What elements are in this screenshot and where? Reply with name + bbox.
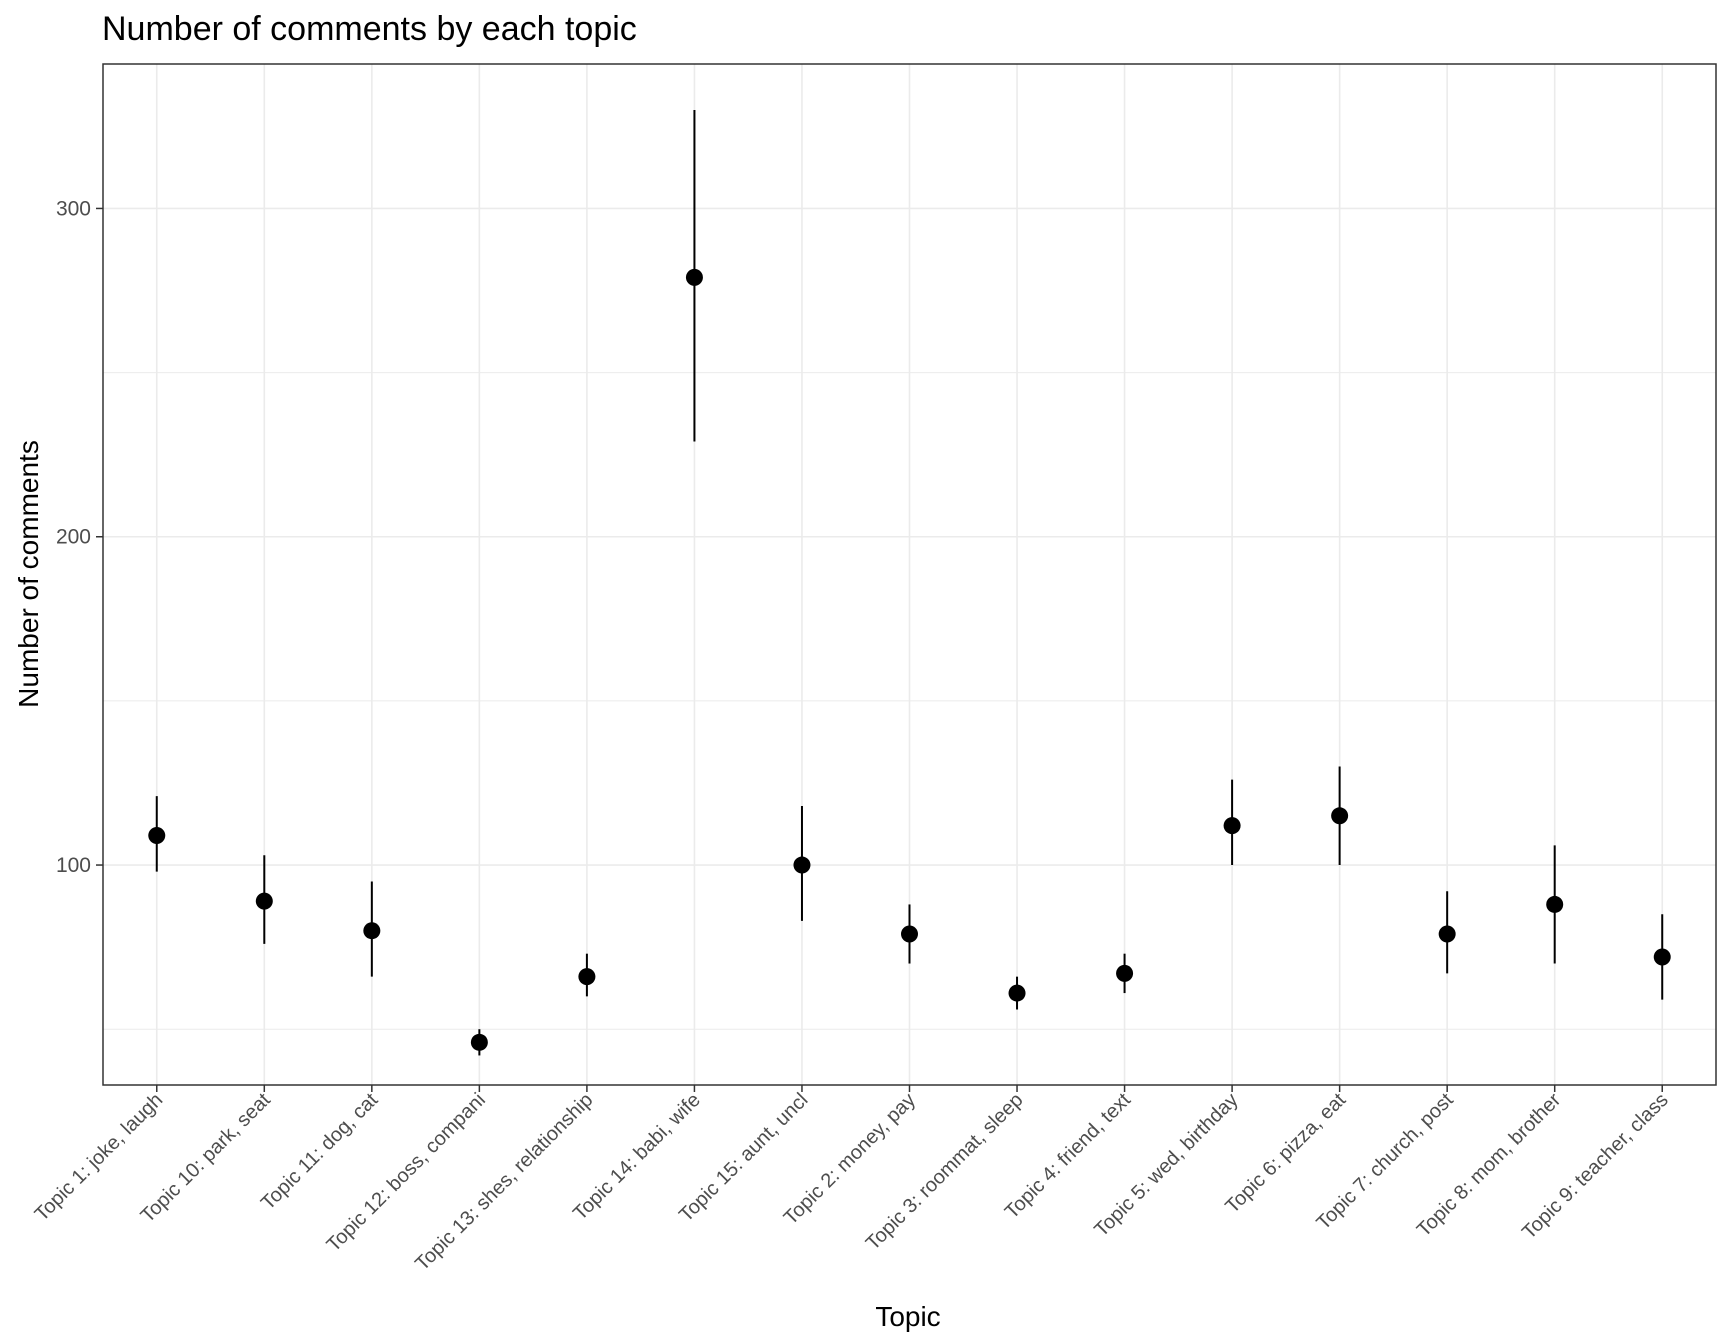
data-point xyxy=(1008,984,1026,1002)
data-point xyxy=(1438,925,1456,943)
chart-title: Number of comments by each topic xyxy=(102,10,637,48)
data-point xyxy=(148,826,166,844)
x-tick-label: Topic 6: pizza, eat xyxy=(1221,1089,1350,1218)
y-tick-label: 100 xyxy=(56,854,91,877)
y-tick-label: 300 xyxy=(56,197,91,220)
data-point xyxy=(1223,817,1241,835)
data-point xyxy=(1653,948,1671,966)
y-axis-title: Number of comments xyxy=(13,440,44,708)
panel-border xyxy=(102,63,1717,1086)
data-point xyxy=(901,925,918,943)
data-point xyxy=(1331,807,1349,825)
y-tick-label: 200 xyxy=(56,526,91,549)
data-point xyxy=(470,1033,488,1051)
data-marks xyxy=(148,109,1671,1056)
data-point xyxy=(1546,895,1564,913)
y-axis: 100 200 300 xyxy=(56,197,103,877)
data-point xyxy=(578,968,596,986)
data-point xyxy=(793,856,811,874)
data-point xyxy=(363,922,381,940)
data-point xyxy=(685,268,703,286)
x-axis-title: Topic xyxy=(875,1301,940,1332)
x-tick-label: Topic 11: dog, cat xyxy=(257,1089,383,1215)
data-point xyxy=(1116,964,1134,982)
data-point xyxy=(255,892,273,910)
x-tick-label: Topic 13: shes, relationship xyxy=(411,1089,597,1275)
